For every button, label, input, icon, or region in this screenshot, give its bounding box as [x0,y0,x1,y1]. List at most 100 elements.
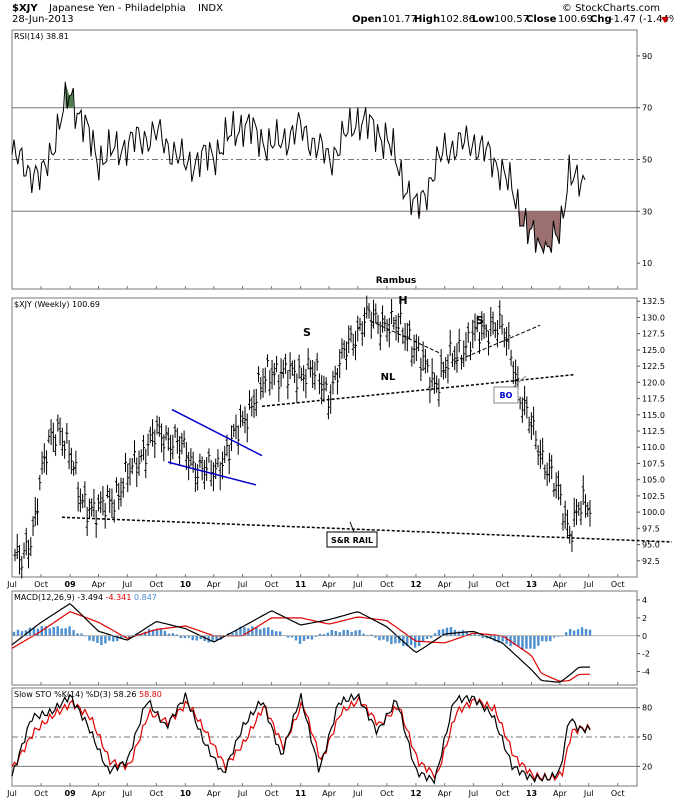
macd-hist-bar [191,635,194,641]
macd-hist-bar [449,627,453,636]
macd-hist-bar [116,635,119,642]
head-trendline [369,320,441,354]
price-bar [259,376,263,400]
panel-title: MACD(12,26,9) -3.494 -4.341 0.847 [14,593,157,602]
macd-hist-bar [259,629,262,636]
macd-hist-bar [493,635,496,642]
x-tick-label: 10 [180,789,192,798]
price-bar [572,497,576,528]
chart-header: $XJY Japanese Yen - Philadelphia INDX 28… [12,3,674,25]
chart-date: 28-Jun-2013 [12,14,74,25]
price-bar [500,314,504,335]
price-bar [556,470,560,501]
macd-hist-bar [362,633,365,636]
macd-hist-bar [537,635,540,646]
x-tick-label: Jul [121,580,132,589]
macd-hist-bar [572,630,576,636]
price-bar [252,389,256,418]
legend-value: -4.341 [103,593,131,602]
head-label: H [398,294,407,307]
price-bar [525,396,529,419]
macd-hist-bar [302,635,306,641]
macd-hist-bar [433,633,437,636]
y-tick-label: 130.0 [642,313,665,322]
price-bar [491,311,495,335]
macd-hist-bar [286,635,290,638]
price-bar [126,463,130,493]
macd-hist-bar [584,628,588,636]
x-tick-label: Oct [265,580,279,589]
x-tick-label: 13 [526,580,537,589]
macd-hist-bar [529,635,532,649]
macd-hist-bar [441,629,445,636]
price-bar [135,457,139,488]
x-tick-label: Jul [352,789,363,798]
macd-hist-bar [219,635,222,640]
x-tick-label: Apr [207,789,222,798]
x-tick-label: Jul [468,789,479,798]
price-bar [550,454,554,480]
price-bar [444,357,448,379]
price-bar [96,494,100,512]
price-bar [520,397,524,423]
macd-hist-bar [398,635,401,644]
price-bar [473,313,477,342]
macd-hist-bar [108,635,111,641]
close-label: Close [526,14,557,25]
x-tick-label: Jul [6,789,17,798]
price-bar [130,457,134,475]
price-bar [169,434,173,465]
macd-hist-bar [68,626,71,636]
panel-price: 92.5 95.0 97.5 100.0 102.5 105.0 107.5 110.0 112… [6,276,673,589]
macd-hist-bar [235,630,238,636]
price-bar [65,422,69,444]
price-bar [78,488,82,513]
y-tick-label: 2 [642,614,647,623]
price-bar [426,358,430,373]
price-bar [586,502,590,517]
macd-hist-bar [24,630,28,636]
price-bar [554,472,558,499]
price-bar [453,346,457,371]
price-bar [459,354,463,370]
macd-hist-bar [568,629,572,636]
x-tick-label: Apr [92,580,107,589]
price-bar [568,525,572,544]
price-bar [22,542,26,559]
macd-hist-bar [48,628,51,636]
exchange: INDX [198,3,223,14]
macd-hist-bar [342,630,345,636]
price-bar [142,435,146,461]
macd-hist-bar [457,631,461,636]
macd-hist-bar [274,631,278,636]
high-label: High [414,14,440,25]
macd-hist-bar [211,635,214,641]
macd-hist-bar [382,635,385,640]
macd-hist-bar [533,635,536,649]
price-bar [412,334,416,364]
price-bar [455,343,459,373]
price-bar [229,425,233,452]
price-bar [164,425,168,441]
macd-hist-bar [564,632,568,636]
price-bar [462,340,466,368]
macd-hist-bar [576,629,580,636]
macd-hist-bar [20,631,24,636]
price-bar [288,352,292,380]
macd-hist-bar [92,635,95,642]
price-bar [72,461,76,476]
macd-hist-bar [469,634,473,636]
sto-d-line [11,695,591,782]
rsi-line [11,81,586,255]
price-bar [128,458,132,486]
price-bar [399,302,403,325]
price-bar [383,315,387,332]
macd-hist-bar [155,628,159,636]
price-bar [216,449,220,468]
breakout-pointer [511,375,527,389]
price-bar [446,354,450,384]
x-tick-label: 13 [526,789,537,798]
wedge-lower-line [167,461,257,486]
x-tick-label: Oct [34,580,48,589]
low-label: Low [472,14,494,25]
